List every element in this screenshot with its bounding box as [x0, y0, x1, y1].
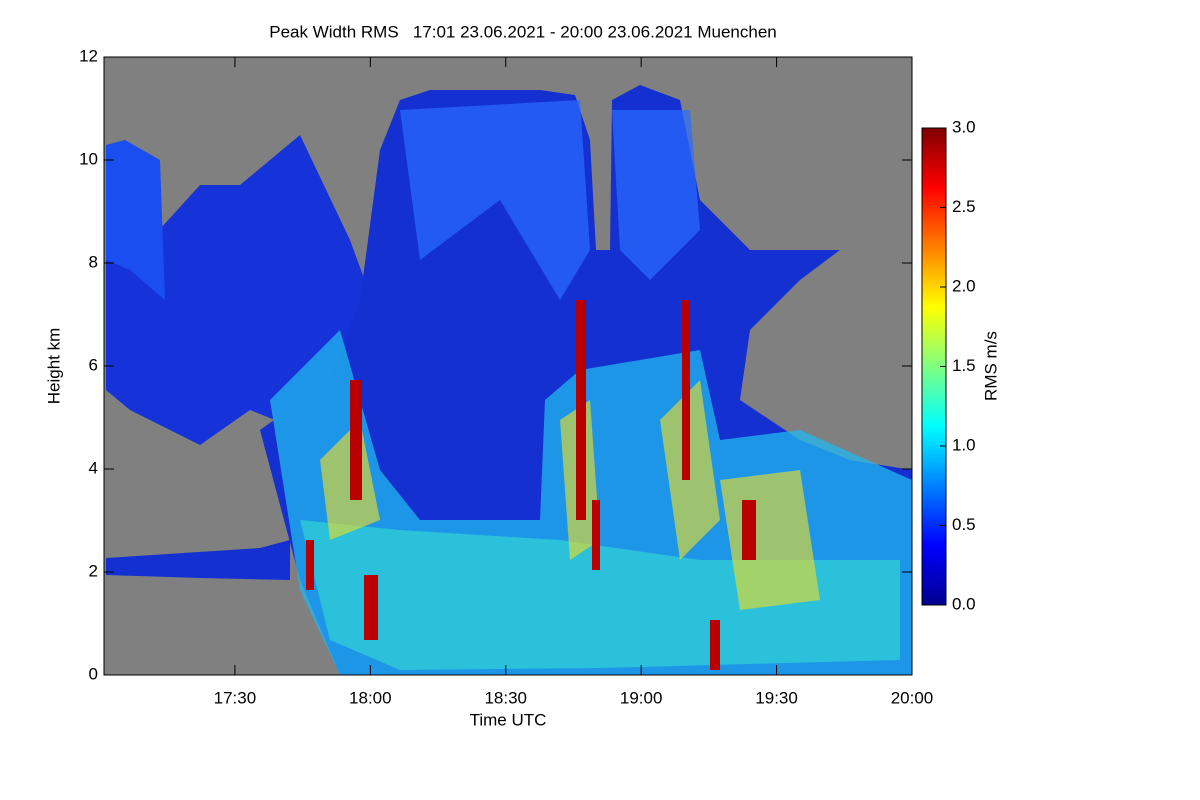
x-axis-label: Time UTC	[470, 710, 547, 729]
y-tick-label: 8	[89, 252, 98, 271]
y-tick-label: 0	[89, 664, 98, 683]
cloud	[400, 100, 590, 300]
cloud	[106, 140, 165, 300]
colorbar-tick-label: 1.5	[952, 356, 976, 375]
colorbar-tick-label: 0.5	[952, 515, 976, 534]
colorbar-tick-label: 3.0	[952, 117, 976, 136]
x-tick-label: 18:30	[484, 688, 527, 707]
colorbar-tick-label: 1.0	[952, 435, 976, 454]
y-tick-label: 2	[89, 561, 98, 580]
colorbar-tick-label: 0.0	[952, 594, 976, 613]
y-tick-label: 10	[79, 149, 98, 168]
x-tick-label: 18:00	[349, 688, 392, 707]
cloud	[612, 110, 700, 280]
chart-title: Peak Width RMS 17:01 23.06.2021 - 20:00 …	[269, 22, 777, 41]
colorbar-tick-label: 2.5	[952, 197, 976, 216]
y-tick-label: 6	[89, 355, 98, 374]
y-tick-label: 12	[79, 46, 98, 65]
x-tick-label: 19:00	[620, 688, 663, 707]
x-tick-label: 17:30	[214, 688, 257, 707]
y-tick-label: 4	[89, 458, 98, 477]
radar-field	[104, 57, 912, 675]
x-tick-label: 20:00	[891, 688, 934, 707]
turbulence	[300, 520, 900, 670]
colorbar-label: RMS m/s	[981, 331, 1000, 401]
y-axis-label: Height km	[44, 328, 63, 405]
x-tick-label: 19:30	[755, 688, 798, 707]
cloud	[106, 540, 290, 580]
colorbar-tick-label: 2.0	[952, 276, 976, 295]
strong-turbulence	[306, 300, 756, 670]
turbulence	[320, 380, 820, 610]
